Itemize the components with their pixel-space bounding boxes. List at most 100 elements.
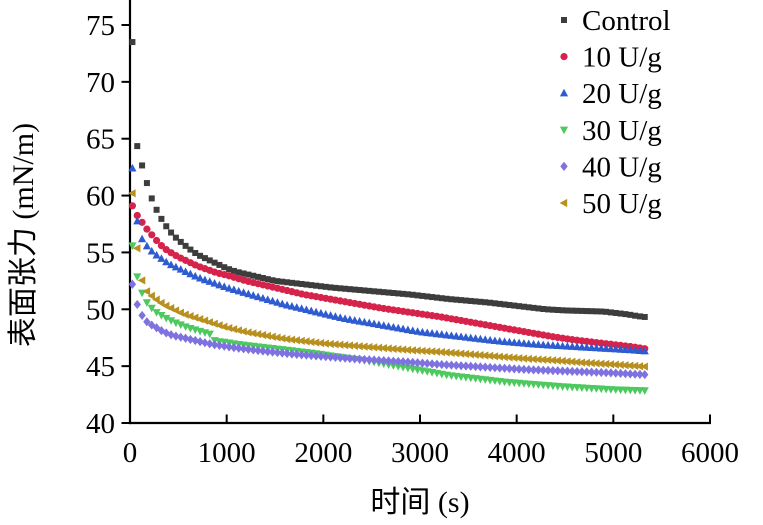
- data-point: [196, 337, 204, 347]
- data-point: [322, 283, 329, 290]
- data-point: [447, 360, 456, 370]
- data-point: [205, 318, 213, 327]
- data-point: [182, 242, 189, 249]
- data-point: [298, 280, 305, 287]
- data-point: [129, 39, 136, 46]
- data-point: [596, 359, 605, 368]
- data-point: [424, 293, 431, 300]
- data-point: [640, 346, 649, 355]
- data-point: [617, 310, 624, 317]
- data-point: [453, 296, 460, 303]
- data-point: [249, 345, 257, 355]
- data-point: [186, 312, 194, 321]
- data-point: [491, 363, 499, 373]
- data-point: [496, 363, 504, 373]
- data-point: [427, 329, 437, 337]
- data-point: [398, 324, 408, 333]
- data-point: [640, 362, 648, 371]
- data-point: [554, 306, 561, 313]
- data-point: [181, 310, 189, 319]
- data-point: [457, 361, 465, 371]
- data-point: [254, 345, 262, 356]
- data-point: [239, 288, 248, 296]
- data-point: [278, 348, 286, 358]
- data-point: [365, 355, 373, 365]
- data-point: [191, 271, 200, 280]
- data-point: [284, 279, 291, 286]
- data-point: [220, 282, 229, 291]
- data-point: [245, 271, 252, 278]
- data-point: [317, 351, 325, 361]
- legend-label: 40 U/g: [582, 151, 662, 183]
- data-point: [500, 363, 509, 373]
- data-point: [167, 330, 175, 340]
- data-point: [143, 317, 151, 327]
- data-point: [437, 330, 446, 338]
- data-point: [331, 352, 340, 363]
- data-point: [578, 367, 586, 377]
- data-point: [187, 246, 194, 253]
- data-point: [380, 289, 387, 296]
- data-point: [369, 343, 378, 352]
- data-point: [206, 339, 214, 349]
- data-point: [153, 206, 160, 213]
- y-tick-label: 75: [86, 10, 115, 42]
- data-point: [403, 325, 413, 334]
- data-point: [303, 281, 310, 288]
- data-point: [393, 345, 402, 354]
- data-point: [592, 359, 600, 368]
- series-control: [129, 39, 648, 320]
- data-point: [340, 341, 349, 350]
- data-point: [190, 313, 199, 322]
- data-point: [239, 327, 247, 336]
- data-point: [292, 336, 300, 345]
- data-point: [128, 163, 137, 172]
- data-point: [283, 348, 291, 359]
- data-point: [308, 282, 315, 289]
- data-point: [273, 333, 281, 342]
- data-point: [157, 242, 166, 250]
- data-point: [592, 367, 601, 377]
- data-point: [482, 299, 489, 306]
- data-point: [501, 301, 508, 308]
- legend-item: 40 U/g: [560, 151, 662, 183]
- data-point: [467, 297, 474, 304]
- y-tick-label: 45: [86, 351, 115, 383]
- data-point: [481, 335, 490, 343]
- data-point: [355, 316, 364, 325]
- data-point: [448, 296, 455, 303]
- data-point: [192, 249, 199, 256]
- data-point: [529, 355, 537, 364]
- data-point: [255, 273, 262, 280]
- data-point: [621, 369, 630, 379]
- data-point: [134, 143, 141, 150]
- y-tick-label: 50: [86, 294, 115, 326]
- series-10-u-g: [128, 202, 649, 353]
- data-point: [205, 277, 214, 285]
- data-point: [292, 303, 301, 311]
- plot-area: [128, 39, 649, 395]
- data-point: [486, 362, 494, 373]
- data-point: [641, 369, 649, 380]
- data-point: [168, 229, 175, 236]
- data-point: [197, 252, 204, 259]
- data-point: [588, 308, 595, 315]
- data-point: [302, 305, 311, 314]
- data-point: [128, 279, 137, 289]
- data-point: [302, 350, 311, 360]
- data-point: [471, 361, 480, 372]
- data-point: [404, 291, 411, 298]
- y-axis-title: 表面张力 (mN/m): [7, 123, 40, 347]
- data-point: [491, 300, 498, 307]
- data-point: [385, 289, 392, 296]
- data-point: [350, 316, 359, 324]
- data-point: [351, 354, 359, 364]
- data-point: [326, 311, 335, 319]
- data-point: [433, 359, 441, 369]
- data-point: [365, 318, 374, 327]
- data-point: [321, 339, 329, 348]
- data-point: [224, 283, 234, 292]
- data-point: [220, 341, 228, 351]
- data-point: [569, 307, 576, 314]
- data-point: [451, 349, 460, 358]
